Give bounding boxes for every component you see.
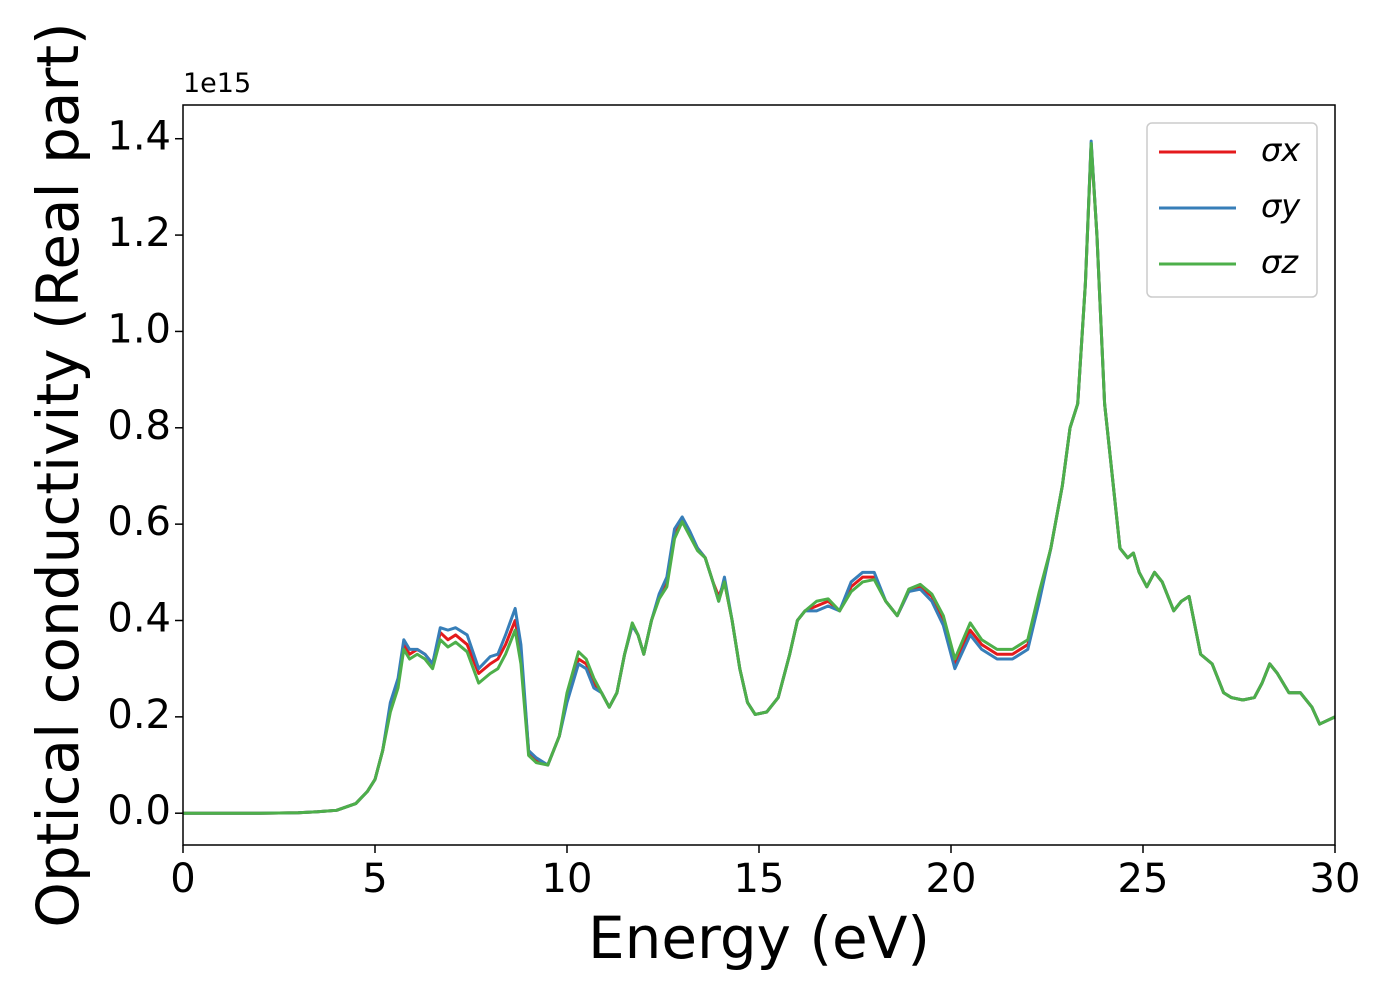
legend-box (1146, 122, 1318, 298)
x-axis-label: Energy (eV) (588, 904, 930, 972)
y-axis-label: Optical conductivity (Real part) (24, 22, 92, 927)
plot-frame (182, 104, 1336, 846)
x-tick-label: 5 (362, 856, 387, 902)
y-tick-label: 0.8 (107, 403, 171, 449)
series-line (183, 142, 1336, 815)
y-tick-label: 0.4 (107, 595, 171, 641)
y-tick-label: 0.2 (107, 692, 171, 738)
legend-label: σx (1261, 131, 1301, 169)
x-tick-label: 10 (542, 856, 593, 902)
y-tick-label: 1.2 (107, 210, 171, 256)
x-tick-label: 20 (926, 856, 977, 902)
y-tick-label: 0.0 (107, 788, 171, 834)
y-tick-label: 1.0 (107, 306, 171, 352)
x-tick-label: 15 (734, 856, 785, 902)
x-tick-label: 25 (1118, 856, 1169, 902)
y-offset-label: 1e15 (183, 68, 251, 99)
x-tick-label: 0 (170, 856, 195, 902)
legend-label: σy (1261, 187, 1301, 225)
y-tick-label: 0.6 (107, 499, 171, 545)
x-tick-label: 30 (1310, 856, 1361, 902)
legend-label: σz (1261, 243, 1299, 281)
y-tick-label: 1.4 (107, 114, 171, 160)
